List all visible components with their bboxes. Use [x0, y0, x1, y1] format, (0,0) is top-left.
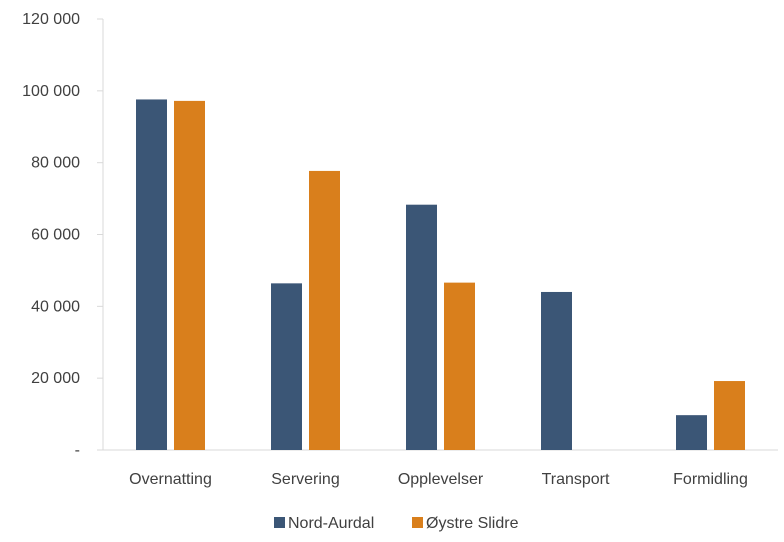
bar-oystre-slidre-overnatting — [174, 100, 205, 450]
legend-label: Øystre Slidre — [426, 515, 519, 532]
y-tick-label: 100 000 — [22, 83, 80, 100]
y-tick-label: 120 000 — [22, 11, 80, 28]
legend-label: Nord-Aurdal — [288, 515, 374, 532]
y-axis: - 20 000 40 000 60 000 80 000 100 000 120 000 — [22, 11, 104, 459]
legend: Nord-Aurdal Øystre Slidre — [274, 515, 519, 532]
x-tick-label: Servering — [271, 471, 339, 488]
bar-nord-aurdal-transport — [541, 291, 572, 450]
x-axis: Overnatting Servering Opplevelser Transport… — [103, 449, 778, 488]
bar-oystre-slidre-opplevelser — [444, 282, 475, 450]
y-tick-label: 60 000 — [31, 227, 80, 244]
bar-oystre-slidre-formidling — [714, 381, 745, 450]
y-tick-label: - — [75, 442, 80, 459]
bar-oystre-slidre-servering — [309, 170, 340, 451]
bar-nord-aurdal-opplevelser — [406, 204, 437, 450]
bar-nord-aurdal-overnatting — [136, 99, 167, 450]
x-tick-label: Opplevelser — [398, 471, 484, 488]
y-tick-label: 20 000 — [31, 370, 80, 387]
y-tick-label: 80 000 — [31, 155, 80, 172]
x-tick-label: Transport — [542, 471, 610, 488]
bars — [136, 99, 745, 451]
y-tick-label: 40 000 — [31, 298, 80, 315]
legend-swatch — [274, 517, 285, 528]
bar-nord-aurdal-formidling — [676, 415, 707, 450]
x-tick-label: Overnatting — [129, 471, 212, 488]
x-tick-label: Formidling — [673, 471, 748, 488]
bar-nord-aurdal-servering — [271, 283, 302, 450]
legend-swatch — [412, 517, 423, 528]
